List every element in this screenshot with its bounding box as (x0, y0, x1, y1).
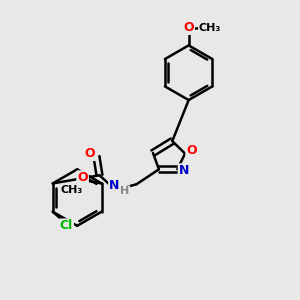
Text: O: O (183, 21, 194, 34)
Text: N: N (109, 179, 119, 192)
Text: CH₃: CH₃ (199, 22, 221, 32)
Text: H: H (120, 186, 129, 196)
Text: CH₃: CH₃ (61, 185, 83, 195)
Text: O: O (186, 143, 197, 157)
Text: O: O (77, 171, 88, 184)
Text: O: O (85, 147, 95, 160)
Text: Cl: Cl (60, 219, 73, 232)
Text: N: N (179, 164, 189, 177)
